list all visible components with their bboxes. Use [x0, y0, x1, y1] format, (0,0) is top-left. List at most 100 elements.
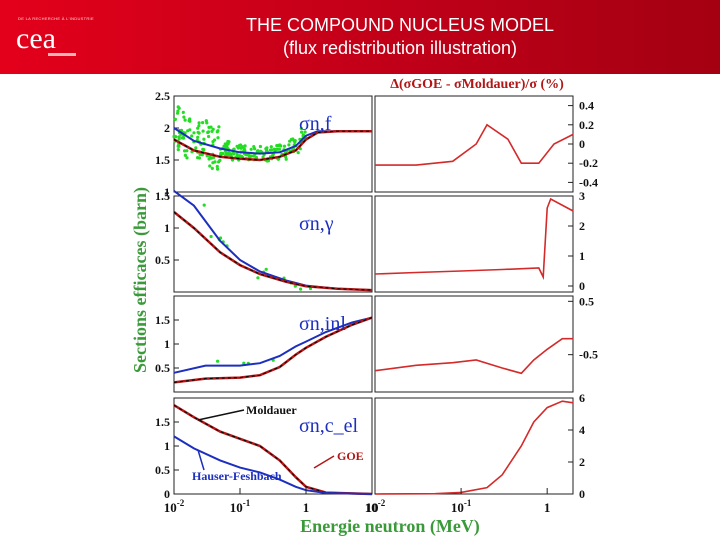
- experiment-point: [239, 154, 244, 158]
- left-ytick-label: 1.5: [155, 189, 170, 203]
- panel-label-3: σn,inl: [299, 313, 346, 335]
- logo-text: cea: [16, 22, 56, 55]
- header-banner: DE LA RECHERCHE À L'INDUSTRIE cea THE CO…: [0, 0, 720, 74]
- experiment-point: [226, 142, 230, 146]
- experiment-point: [254, 155, 258, 160]
- left-xtick-label: 10-2: [164, 498, 185, 515]
- experiment-point: [197, 131, 201, 135]
- left-ytick-label: 0: [164, 487, 170, 501]
- experiment-point: [211, 127, 215, 131]
- experiment-point: [287, 143, 291, 147]
- experiment-point: [215, 164, 219, 169]
- experiment-point: [187, 118, 192, 123]
- experiment-point: [213, 160, 217, 164]
- right-ytick-label: 4: [579, 423, 585, 437]
- experiment-point: [256, 276, 260, 280]
- experiment-point: [215, 130, 219, 134]
- title-line-2: (flux redistribution illustration): [282, 38, 518, 58]
- experiment-point: [264, 147, 268, 151]
- left-ytick-label: 1: [164, 185, 170, 199]
- logo-subtitle: DE LA RECHERCHE À L'INDUSTRIE: [18, 16, 94, 21]
- experiment-point: [259, 149, 263, 153]
- experiment-point: [252, 145, 256, 149]
- experiment-point: [207, 134, 211, 139]
- left-ytick-label: 0.5: [155, 463, 170, 477]
- experiment-point: [204, 119, 208, 123]
- experiment-point: [183, 153, 187, 157]
- experiment-point: [198, 152, 202, 157]
- experiment-point: [190, 134, 194, 138]
- experiment-point: [196, 135, 200, 139]
- experiment-point: [299, 126, 303, 130]
- experiment-point: [176, 148, 180, 152]
- left-xtick-label: 10: [366, 500, 379, 515]
- difference-curve-3: [374, 337, 574, 375]
- experiment-point: [293, 284, 297, 288]
- right-panel-frame-1: [374, 95, 574, 193]
- experiment-point: [217, 125, 221, 129]
- experiment-point: [272, 147, 276, 151]
- moldauer-curve-3: [173, 316, 373, 374]
- experiment-point: [197, 156, 201, 160]
- right-ytick-label: 0: [579, 279, 585, 293]
- experiment-point: [222, 144, 226, 148]
- annotation-moldauer: Moldauer: [246, 403, 297, 417]
- experiment-point: [181, 110, 185, 114]
- panel-label-4: σn,c_el: [299, 415, 359, 437]
- experiment-point: [176, 144, 180, 148]
- left-xtick-label: 10-1: [230, 498, 251, 515]
- experiment-point: [210, 166, 214, 170]
- right-xtick-label: 10-2: [365, 498, 386, 515]
- experiment-point: [209, 125, 213, 129]
- experiment-point: [303, 130, 307, 134]
- left-ytick-label: 1.5: [155, 415, 170, 429]
- experiment-point: [216, 359, 220, 363]
- experiment-point: [196, 126, 200, 130]
- experiment-point: [172, 135, 176, 139]
- title-line-1: THE COMPOUND NUCLEUS MODEL: [245, 15, 555, 35]
- panel-label-2: σn,γ: [299, 213, 334, 235]
- difference-curve-4: [374, 400, 574, 495]
- cea-logo: cea: [16, 22, 76, 56]
- experiment-point: [202, 137, 206, 141]
- experiment-point: [180, 136, 184, 140]
- experiment-point: [202, 203, 206, 207]
- right-xtick-label: 10-1: [451, 498, 472, 515]
- experiment-point: [243, 144, 247, 148]
- right-ytick-label: -0.2: [579, 156, 598, 170]
- experiment-point: [173, 117, 177, 121]
- experiment-point: [209, 234, 213, 239]
- right-column-title: Δ(σGOE - σMoldauer)/σ (%): [390, 77, 564, 92]
- right-panel-frame-4: [374, 397, 574, 495]
- left-xtick-label: 1: [303, 500, 310, 515]
- goe-dashed-overlay-2: [173, 211, 373, 291]
- experiment-point: [201, 121, 205, 125]
- experiment-point: [242, 147, 246, 151]
- hauser-feshbach-curve: [173, 435, 373, 495]
- experiment-point: [188, 128, 192, 132]
- annotation-goe: GOE: [337, 449, 364, 463]
- difference-curve-2: [374, 197, 574, 281]
- experiment-point: [275, 144, 279, 148]
- left-ytick-label: 1: [164, 221, 170, 235]
- annotation-hf-arrow: [197, 449, 205, 471]
- experiment-point: [291, 137, 295, 141]
- experiment-point: [300, 130, 304, 134]
- experiment-point: [276, 147, 280, 151]
- right-xtick-label: 1: [544, 500, 551, 515]
- experiment-point: [208, 164, 212, 168]
- left-ytick-label: 0.5: [155, 361, 170, 375]
- experiment-point: [183, 118, 187, 122]
- experiment-point: [183, 149, 187, 153]
- experiment-point: [176, 105, 180, 109]
- y-axis-label: Sections efficaces (barn): [130, 187, 151, 373]
- right-ytick-label: -0.4: [579, 175, 598, 189]
- experiment-point: [216, 167, 220, 171]
- experiment-point: [288, 139, 292, 143]
- annotation-hauser-feshbach: Hauser-Feshbach: [192, 469, 282, 483]
- experiment-point: [182, 115, 186, 119]
- left-ytick-label: 2: [164, 121, 170, 135]
- left-ytick-label: 1: [164, 439, 170, 453]
- moldauer-dashed-overlay: [173, 404, 373, 495]
- experiment-point: [271, 153, 275, 158]
